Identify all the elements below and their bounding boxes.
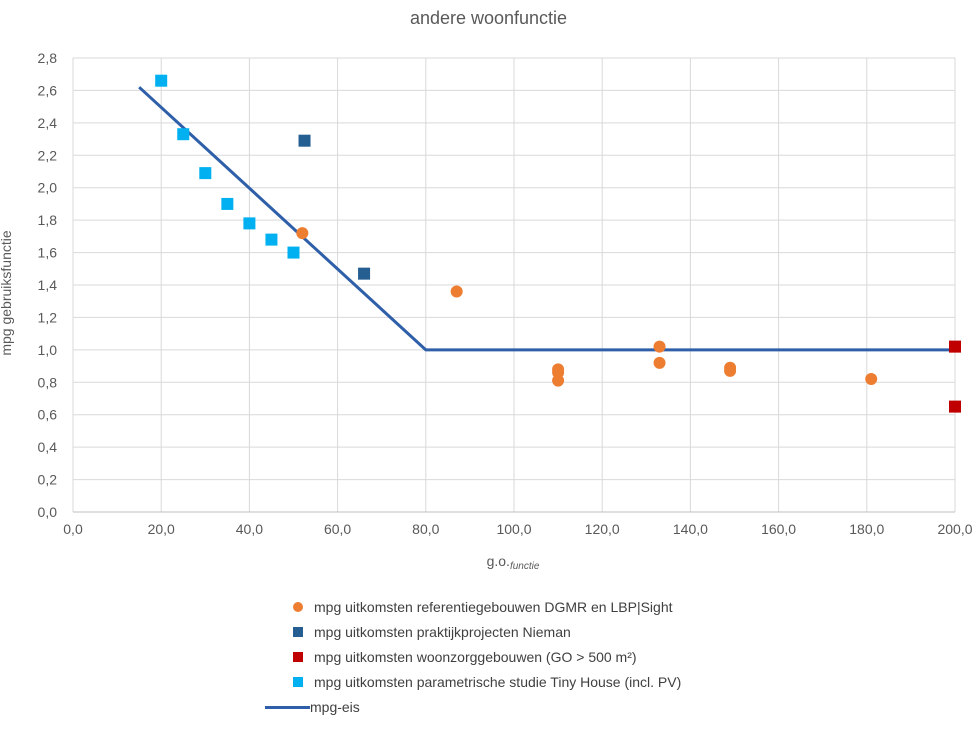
x-tick-label: 40,0: [236, 521, 263, 537]
data-point-square: [949, 400, 961, 413]
data-point-square: [155, 74, 168, 87]
y-tick-label: 0,4: [38, 439, 58, 455]
legend-marker-square: [293, 627, 303, 637]
x-tick-label: 20,0: [148, 521, 175, 537]
data-point-circle: [296, 227, 309, 240]
y-tick-label: 2,2: [38, 147, 58, 163]
y-tick-label: 2,0: [38, 180, 58, 196]
y-tick-label: 2,6: [38, 82, 58, 98]
data-point-square: [243, 217, 256, 230]
legend-item-tinyhouse: mpg uitkomsten parametrische studie Tiny…: [290, 673, 681, 698]
x-tick-label: 200,0: [937, 521, 972, 537]
data-point-square: [177, 128, 190, 141]
legend-label: mpg-eis: [310, 699, 360, 715]
data-point-circle: [865, 373, 878, 386]
legend-label: mpg uitkomsten referentiegebouwen DGMR e…: [314, 599, 673, 615]
legend: mpg uitkomsten referentiegebouwen DGMR e…: [265, 598, 681, 723]
data-point-square: [298, 134, 311, 147]
y-tick-label: 0,6: [38, 407, 58, 423]
y-tick-label: 0,0: [38, 504, 58, 520]
y-tick-label: 2,4: [38, 115, 58, 131]
legend-marker-line: [265, 706, 310, 709]
x-tick-label: 180,0: [849, 521, 884, 537]
legend-label: mpg uitkomsten praktijkprojecten Nieman: [314, 624, 571, 640]
data-point-circle: [724, 364, 737, 377]
x-tick-label: 120,0: [585, 521, 620, 537]
x-axis-label: g.o.functie: [0, 553, 977, 572]
legend-label: mpg uitkomsten woonzorggebouwen (GO > 50…: [314, 649, 637, 665]
x-tick-label: 160,0: [761, 521, 796, 537]
legend-marker-circle: [293, 602, 303, 612]
y-tick-label: 1,0: [38, 342, 58, 358]
x-tick-label: 80,0: [412, 521, 439, 537]
y-tick-label: 1,4: [38, 277, 58, 293]
data-point-circle: [450, 285, 463, 298]
y-tick-label: 0,2: [38, 472, 58, 488]
legend-item-mpg-eis: mpg-eis: [265, 698, 681, 723]
y-tick-label: 1,6: [38, 245, 58, 261]
data-point-square: [358, 267, 371, 280]
x-axis-label-main: g.o.: [486, 553, 510, 569]
data-point-square: [949, 340, 961, 353]
data-point-circle: [653, 356, 666, 369]
data-point-circle: [653, 340, 666, 353]
legend-item-nieman: mpg uitkomsten praktijkprojecten Nieman: [290, 623, 681, 648]
chart-title: andere woonfunctie: [409, 8, 568, 28]
x-tick-label: 60,0: [324, 521, 351, 537]
mpg-eis-line: [138, 86, 955, 352]
data-point-square: [199, 167, 212, 180]
x-tick-label: 100,0: [496, 521, 531, 537]
legend-marker-square: [293, 652, 303, 662]
legend-item-reference: mpg uitkomsten referentiegebouwen DGMR e…: [290, 598, 681, 623]
legend-item-woonzorg: mpg uitkomsten woonzorggebouwen (GO > 50…: [290, 648, 681, 673]
y-tick-label: 1,8: [38, 212, 58, 228]
y-tick-label: 0,8: [38, 374, 58, 390]
data-point-square: [287, 246, 300, 259]
y-tick-label: 2,8: [38, 50, 58, 66]
data-point-circle: [552, 374, 565, 387]
y-tick-label: 1,2: [38, 309, 58, 325]
x-tick-label: 0,0: [63, 521, 83, 537]
x-tick-label: 140,0: [673, 521, 708, 537]
data-point-square: [265, 233, 278, 246]
legend-label: mpg uitkomsten parametrische studie Tiny…: [314, 674, 682, 690]
legend-marker-square: [293, 677, 303, 687]
data-point-square: [221, 197, 234, 210]
x-axis-label-subscript: functie: [509, 561, 540, 572]
